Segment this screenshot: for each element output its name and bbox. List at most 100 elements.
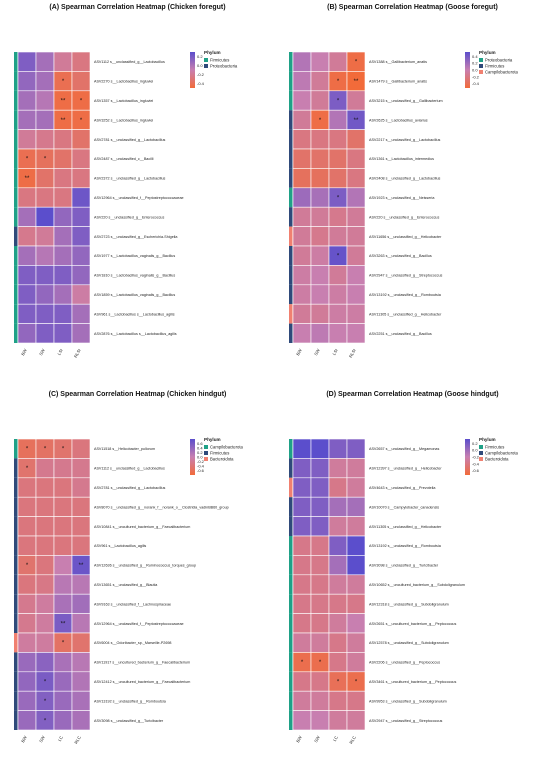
significance-mark: * (80, 118, 83, 124)
heatmap-cell (328, 555, 348, 576)
heatmap-cell (310, 71, 330, 92)
phylum-legend-title: Phylum (204, 50, 221, 55)
heatmap-cell (35, 129, 55, 150)
column-label: SW (313, 348, 321, 356)
heatmap-cell (346, 458, 366, 479)
phylum-legend-label: Campilobacterota (485, 69, 518, 74)
colorbar-tick-label: 0.2 (472, 61, 478, 66)
heatmap-cell (310, 187, 330, 208)
heatmap-cell (346, 265, 366, 286)
phylum-legend-label: Firmicutes (210, 57, 229, 62)
heatmap-cell (310, 690, 330, 711)
heatmap-cell (292, 690, 312, 711)
row-label: ASV12964 s__unclassified_f__Peptostrepto… (94, 196, 184, 200)
column-label: SW (313, 735, 321, 743)
phylum-strip-cell (14, 458, 18, 478)
phylum-strip-cell (14, 574, 18, 595)
phylum-strip-cell (289, 536, 293, 556)
significance-mark: * (301, 660, 304, 666)
row-label: ASV1357 s__Lactobacillus_ingluviei (94, 99, 153, 103)
heatmap-cell (346, 593, 366, 614)
heatmap-cell (53, 206, 73, 227)
heatmap-cell (71, 148, 91, 169)
row-label: ASV10841 s__uncultured_bacterium_g__Faec… (94, 525, 190, 529)
heatmap-cell (71, 303, 91, 324)
row-label: ASV11518 s__Helicobacter_pullorum (94, 447, 155, 451)
phylum-strip-cell (289, 477, 293, 498)
phylum-strip-cell (289, 90, 293, 111)
heatmap-cell (17, 71, 37, 92)
phylum-strip-cell (14, 516, 18, 536)
heatmap-cell (346, 555, 366, 576)
significance-mark: * (26, 466, 29, 472)
heatmap-cell (71, 652, 91, 673)
heatmap-cell (292, 284, 312, 305)
heatmap-cell (292, 206, 312, 227)
row-label: ASV2487 s__unclassified_c__Bacilli (94, 157, 154, 161)
heatmap-cell (17, 51, 37, 72)
heatmap-cell (17, 323, 37, 344)
heatmap-cell (292, 593, 312, 614)
colorbar (465, 439, 470, 475)
phylum-strip-cell (289, 497, 293, 517)
column-label: BW (20, 348, 28, 356)
significance-mark: ** (61, 621, 66, 627)
column-label: SW (38, 348, 46, 356)
row-label: ASV1923 s__unclassified_g__Neisseria (369, 196, 435, 200)
phylum-strip-cell (14, 613, 18, 633)
phylum-legend-swatch (204, 457, 208, 461)
heatmap-cell (346, 245, 366, 266)
row-label: ASV1810 s__Lactobacillus_vaginalis_g__Ba… (94, 274, 175, 278)
phylum-legend-label: Firmicutes (210, 450, 229, 455)
heatmap-cell (310, 206, 330, 227)
phylum-legend-title: Phylum (479, 437, 496, 442)
heatmap-cell (328, 652, 348, 673)
heatmap-cell (328, 593, 348, 614)
significance-mark: * (44, 699, 47, 705)
column-label: BW (295, 348, 303, 356)
heatmap-cell (346, 90, 366, 111)
row-label: ASV12964 s__unclassified_f__Peptostrepto… (94, 622, 184, 626)
heatmap-goose-foregut: ** **** ****ASV1388 s__Gallibacterium_anat… (289, 50, 518, 359)
heatmap-cell (71, 671, 91, 692)
phylum-strip-cell (289, 574, 293, 595)
heatmap-cell (328, 206, 348, 227)
heatmap-cell (328, 265, 348, 286)
heatmap-cell (17, 574, 37, 595)
significance-mark: * (337, 196, 340, 202)
heatmap-cell (17, 516, 37, 537)
column-label: RLC (348, 735, 357, 745)
colorbar-tick-label: -0.6 (472, 468, 480, 473)
heatmap-cell (17, 129, 37, 150)
heatmap-cell (310, 593, 330, 614)
row-label: ASV220 s__unclassified_g__Enterococcus (369, 215, 439, 219)
row-label: ASV961 s__Lactobacillus s__Lactobacillus… (94, 312, 175, 316)
row-label: ASV12318 s__unclassified_g__Subdoligranu… (369, 602, 449, 606)
phylum-strip-cell (14, 110, 18, 130)
heatmap-cell (35, 652, 55, 673)
colorbar-tick-label: 0.2 (197, 450, 203, 455)
heatmap-cell (17, 535, 37, 556)
row-label: ASV1361 s__Lactobacillus_intermedius (369, 157, 434, 161)
phylum-strip-cell (14, 71, 18, 91)
heatmap-cell (53, 574, 73, 595)
phylum-strip-cell (289, 710, 293, 730)
heatmap-cell (292, 710, 312, 731)
heatmap-cell (310, 90, 330, 111)
significance-mark: * (62, 79, 65, 85)
heatmap-cell (71, 710, 91, 731)
colorbar-tick-label: -0.4 (472, 81, 480, 86)
phylum-strip-cell (14, 284, 18, 305)
heatmap-chicken-hindgut: * * *** ********ASV11518 s__Helicobacter_pu… (14, 437, 243, 745)
heatmap-cell (292, 535, 312, 556)
colorbar-tick-label: -0.4 (197, 464, 205, 469)
row-label: ASV9163 s__unclassified_f__Lachnospirace… (94, 602, 171, 606)
significance-mark: * (337, 254, 340, 260)
heatmap-cell (17, 632, 37, 653)
heatmap-cell (328, 458, 348, 479)
heatmap-cell (292, 148, 312, 169)
heatmap-cell (53, 168, 73, 189)
heatmap-cell (310, 632, 330, 653)
significance-mark: ** (354, 79, 359, 85)
significance-mark: * (26, 157, 29, 163)
